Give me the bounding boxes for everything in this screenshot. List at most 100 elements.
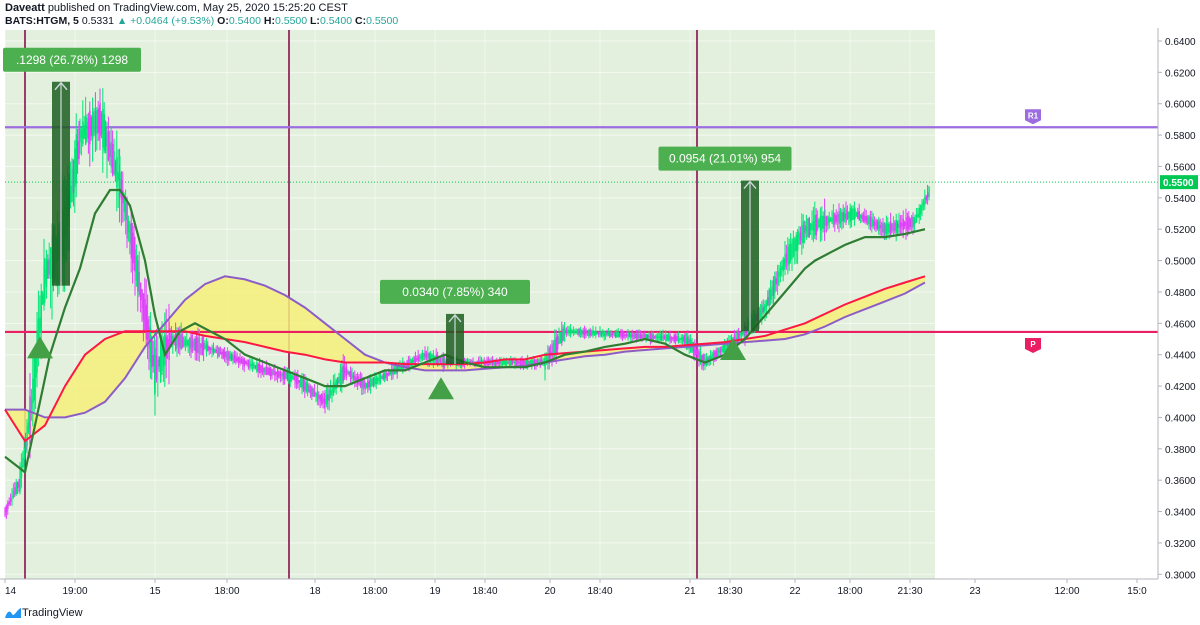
measure-label-text: 0.0340 (7.85%) 340 (402, 285, 508, 299)
candle-body (568, 329, 570, 333)
candle-body (217, 347, 219, 357)
candle-body (501, 359, 504, 366)
candle-body (222, 349, 224, 359)
candle-body (735, 337, 737, 340)
price-axis[interactable]: 0.3000 0.3200 0.3400 0.3600 0.3800 0.4000 0.42… (1157, 28, 1200, 603)
candle-body (677, 336, 680, 342)
candle-body (14, 487, 16, 495)
candle-body (286, 371, 289, 381)
candle-body (905, 216, 907, 231)
candle-body (316, 390, 319, 401)
candle-body (224, 352, 226, 358)
high-label: H: (263, 15, 275, 27)
candle-body (364, 382, 366, 390)
price-chart[interactable]: R1 P .1298 (26.78%) 1298 0.0340 (7.85%) 34… (0, 28, 1200, 603)
candle-body (554, 339, 556, 356)
candle-body (818, 220, 820, 228)
candle-body (740, 332, 743, 336)
candle-body (672, 337, 674, 340)
candle-body (232, 355, 234, 360)
footer-brand[interactable]: TradingView (22, 607, 83, 619)
candle-body (236, 357, 238, 362)
measure-label-box (658, 146, 792, 171)
candle-body (259, 363, 261, 373)
candle-body (508, 359, 511, 366)
candle-body (695, 349, 697, 355)
candle-body (517, 361, 519, 364)
candle-body (575, 330, 577, 334)
candle-body (331, 388, 333, 393)
candle-body (525, 359, 527, 366)
candle-body (347, 370, 349, 375)
candle-body (528, 361, 530, 364)
time-tick-label: 18:00 (837, 586, 862, 597)
level-tag-p (1025, 337, 1041, 353)
candle-body (45, 258, 48, 288)
candle-body (644, 333, 646, 340)
candle-body (515, 360, 518, 365)
candle-body (600, 331, 603, 336)
candle-body (593, 331, 596, 336)
candle-body (895, 219, 897, 233)
time-axis[interactable]: 14 19:00 15 18:00 18 18:00 19 18:40 20 18:40 21 18:… (0, 578, 1158, 597)
candle-body (722, 344, 724, 353)
candle-body (630, 333, 632, 338)
candle-body (610, 331, 612, 337)
tradingview-logo-icon[interactable] (5, 607, 21, 619)
candle-body (772, 279, 775, 297)
candle-body (277, 369, 279, 378)
candle-body (332, 381, 335, 396)
candle-body (170, 335, 173, 344)
author-name[interactable]: Daveatt (5, 2, 45, 14)
candle-body (190, 335, 192, 353)
candle-body (419, 356, 421, 359)
candle-body (384, 373, 386, 379)
symbol-info: BATS:HTGM, 5 0.5331 ▲ +0.0464 (+9.53%) O… (5, 15, 398, 27)
candle-body (881, 223, 883, 232)
candle-body (497, 361, 499, 364)
close-value: 0.5500 (366, 15, 399, 27)
candle-body (341, 367, 343, 384)
candle-body (621, 333, 624, 337)
candle-body (668, 335, 670, 341)
candle-body (47, 260, 49, 279)
candle-body (788, 244, 790, 264)
candle-body (520, 359, 522, 366)
candle-body (133, 247, 135, 264)
candle-body (817, 219, 819, 230)
candle-body (87, 118, 90, 139)
candle-body (386, 373, 389, 376)
candle-body (194, 338, 196, 352)
close-label: C: (354, 15, 367, 27)
candle-body (25, 439, 27, 451)
candle-body (17, 482, 19, 488)
candle-body (314, 391, 316, 396)
candle-body (490, 361, 492, 364)
candle-body (208, 346, 210, 351)
candle-body (99, 103, 101, 136)
candle-body (140, 282, 142, 301)
candle-body (547, 354, 549, 362)
candle-body (888, 223, 890, 233)
candle-body (285, 373, 287, 379)
price-tick-label: 0.6000 (1165, 100, 1196, 111)
time-tick-label: 15:0 (1127, 586, 1147, 597)
candle-body (421, 352, 424, 360)
candle-body (351, 373, 353, 378)
candle-body (835, 215, 837, 222)
candle-body (294, 375, 296, 382)
candle-body (875, 219, 877, 230)
candle-body (914, 219, 916, 224)
candle-body (651, 334, 653, 340)
candle-body (492, 359, 494, 366)
candle-body (586, 331, 589, 334)
candle-body (912, 217, 914, 227)
candle-body (205, 343, 208, 352)
candle-body (157, 359, 159, 370)
candle-body (682, 336, 684, 342)
candle-body (581, 330, 583, 335)
candle-body (714, 351, 716, 359)
candle-body (112, 143, 114, 174)
candle-body (878, 220, 880, 232)
candle-body (469, 361, 471, 365)
